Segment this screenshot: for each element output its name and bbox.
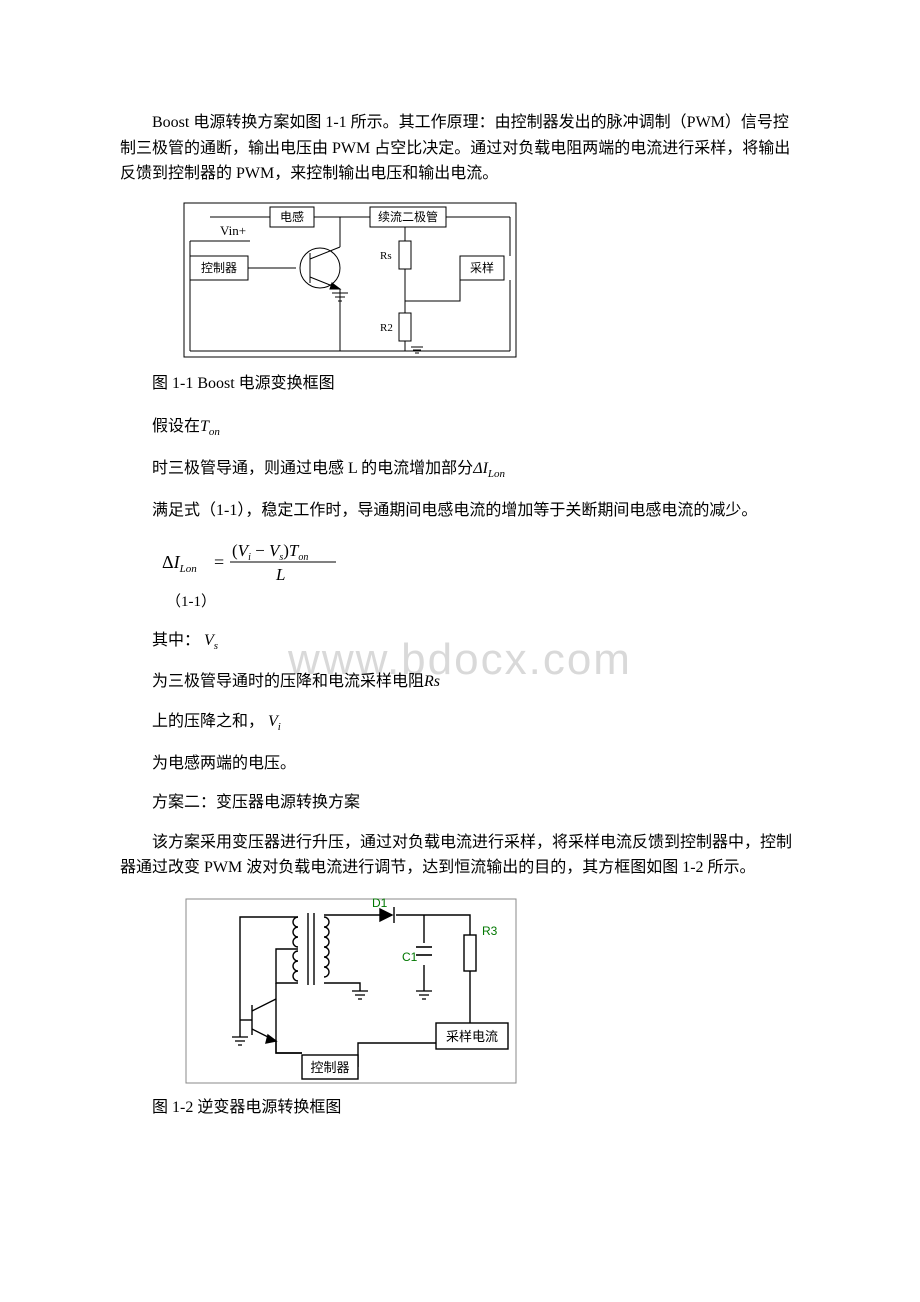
assume-line: 假设在Ton [120, 414, 800, 442]
fig1-r2-label: R2 [380, 322, 393, 334]
fig2-d1-label: D1 [372, 896, 388, 910]
figure-1-1-caption: 图 1-1 Boost 电源变换框图 [120, 371, 800, 397]
fig2-controller-label: 控制器 [310, 1060, 349, 1075]
para-steady: 满足式（1-1），稳定工作时，导通期间电感电流的增加等于关断期间电感电流的减少。 [120, 498, 800, 524]
svg-text:=: = [214, 552, 224, 572]
fig1-rs-label: Rs [380, 250, 392, 262]
vi-line: 上的压降之和， Vi [120, 709, 800, 737]
svg-text:ΔILon: ΔILon [162, 552, 197, 575]
fig2-r3-label: R3 [482, 924, 498, 938]
paragraph-intro: Boost 电源转换方案如图 1-1 所示。其工作原理：由控制器发出的脉冲调制（… [120, 110, 800, 187]
figure-1-2: D1 C1 R3 [180, 895, 800, 1085]
figure-1-1: 电感 续流二极管 控制器 采样 Vin+ [180, 201, 800, 361]
symbol-ton: Ton [200, 418, 220, 435]
fig1-controller-label: 控制器 [201, 261, 237, 275]
symbol-vs: Vs [204, 632, 218, 649]
symbol-dilon: ΔILon [473, 460, 505, 477]
equation-1-1: ΔILon = (Vi − Vs)Ton L [160, 538, 800, 586]
fig1-diode-label: 续流二极管 [378, 209, 438, 224]
equation-number: （1-1） [166, 590, 800, 614]
fig2-sampler-label: 采样电流 [446, 1029, 498, 1044]
scheme-2-title: 方案二：变压器电源转换方案 [120, 790, 800, 816]
vi-prefix: 上的压降之和， [152, 713, 264, 730]
svg-text:L: L [275, 565, 285, 584]
assume-prefix: 假设在 [152, 418, 200, 435]
conduct-prefix: 时三极管导通，则通过电感 L 的电流增加部分 [152, 460, 473, 477]
fig1-sampler-label: 采样 [470, 260, 494, 275]
vs-desc-line: 为三极管导通时的压降和电流采样电阻Rs [120, 669, 800, 695]
fig1-inductor-label: 电感 [280, 209, 304, 224]
fig1-vin-label: Vin+ [220, 223, 246, 238]
scheme-2-desc: 该方案采用变压器进行升压，通过对负载电流进行采样，将采样电流反馈到控制器中，控制… [120, 830, 800, 881]
fig2-c1-label: C1 [402, 950, 418, 964]
figure-1-2-caption: 图 1-2 逆变器电源转换框图 [120, 1095, 800, 1121]
where-line: 其中： Vs [120, 628, 800, 656]
where-prefix: 其中： [152, 632, 200, 649]
conduct-line: 时三极管导通，则通过电感 L 的电流增加部分ΔILon [120, 456, 800, 484]
svg-text:(Vi − Vs)Ton: (Vi − Vs)Ton [232, 541, 308, 563]
vi-desc: 为电感两端的电压。 [120, 751, 800, 777]
vs-desc-prefix: 为三极管导通时的压降和电流采样电阻 [152, 673, 424, 690]
symbol-vi: Vi [268, 713, 281, 730]
symbol-rs: Rs [424, 673, 440, 690]
